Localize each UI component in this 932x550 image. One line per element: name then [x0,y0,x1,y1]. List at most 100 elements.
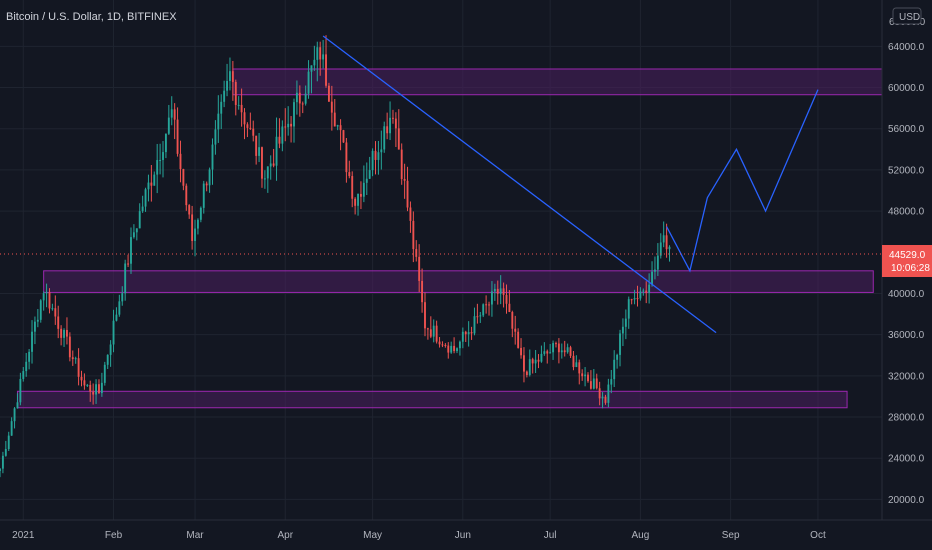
candle-body [127,263,130,265]
candle-body [415,249,418,257]
candle-body [185,185,188,206]
candle-body [106,354,109,365]
candle-body [167,117,170,134]
candle-body [170,109,173,118]
candle-body [619,333,621,355]
candle-body [659,242,662,256]
candle-body [130,237,132,264]
candle-body [92,391,95,395]
candle-body [147,182,150,190]
candle-body [284,126,287,128]
candle-body [499,288,502,294]
currency-badge[interactable] [892,7,922,25]
candle-body [572,355,575,368]
candle-body [330,101,333,113]
candle-body [234,81,237,105]
candle-body [287,123,290,128]
candle-body [319,47,322,60]
candle-body [66,329,68,337]
candle-body [589,381,592,389]
trendline[interactable] [322,35,717,334]
candle-body [255,135,258,156]
candle-body [31,331,33,352]
time-tick-label: Jul [544,530,557,541]
candle-body [351,176,354,199]
candle-body [182,169,185,186]
candle-body [633,298,636,300]
candle-body [153,174,156,186]
candle-body [103,364,106,383]
last-price-value: 44529.0 [889,250,926,261]
candle-body [665,235,668,250]
candle-body [528,359,531,375]
candle-body [74,358,77,360]
symbol-title[interactable]: Bitcoin / U.S. Dollar, 1D, BITFINEX [6,11,177,23]
price-tick-label: 36000.0 [888,330,925,341]
candle-body [60,328,63,338]
candle-body [19,378,22,403]
candle-body [28,351,31,362]
candle-body [240,104,243,113]
candle-body [587,374,589,382]
candle-body [345,142,348,173]
candle-body [473,316,476,334]
time-tick-label: Feb [105,530,123,541]
candle-body [429,329,432,337]
candle-body [511,312,514,329]
candle-body [275,136,278,166]
candle-body [307,71,310,94]
candle-body [310,65,313,72]
candle-body [77,358,80,377]
candle-body [578,362,581,374]
candle-body [581,373,584,377]
projection-path[interactable] [666,89,819,273]
candle-body [412,220,415,250]
candle-body [156,160,159,175]
candle-body [601,396,604,399]
candle-body [534,359,537,364]
candle-body [377,152,380,160]
candle-body [403,178,406,181]
candle-body [100,382,103,394]
time-axis[interactable] [0,520,932,550]
candle-body [36,319,39,322]
candle-body [112,320,115,345]
candle-body [368,170,371,179]
candle-body [162,152,164,160]
candle-body [406,180,409,208]
candle-body [4,449,7,456]
candle-body [83,380,86,386]
currency-badge-label: USD [899,12,920,23]
candle-body [520,347,522,356]
candle-body [278,136,281,144]
candle-body [607,384,610,403]
candle-body [217,113,220,130]
candle-body [132,232,135,238]
candle-body [546,351,549,354]
candle-body [447,345,450,353]
candle-body [458,341,461,349]
candle-body [537,359,540,362]
price-zone[interactable] [16,390,848,409]
support-resistance-zones[interactable] [16,68,883,409]
candle-body [651,271,653,285]
candle-body [360,193,362,197]
candle-body [400,149,403,179]
candle-body [362,182,365,197]
candle-body [57,316,60,329]
candle-body [95,384,98,395]
candle-body [386,126,389,134]
candle-body [648,284,651,293]
candle-body [531,359,534,364]
time-tick-label: 2021 [12,530,35,541]
candle-body [141,206,144,212]
candle-body [357,193,359,206]
time-axis-labels: 2021 Feb Mar Apr May Jun Jul Aug Sep Oct [12,530,826,541]
drawing-lines[interactable] [322,35,819,334]
price-zone[interactable] [232,68,883,96]
candle-body [144,189,147,207]
candle-body [138,211,141,229]
price-zone[interactable] [43,270,874,293]
time-tick-label: Mar [186,530,204,541]
